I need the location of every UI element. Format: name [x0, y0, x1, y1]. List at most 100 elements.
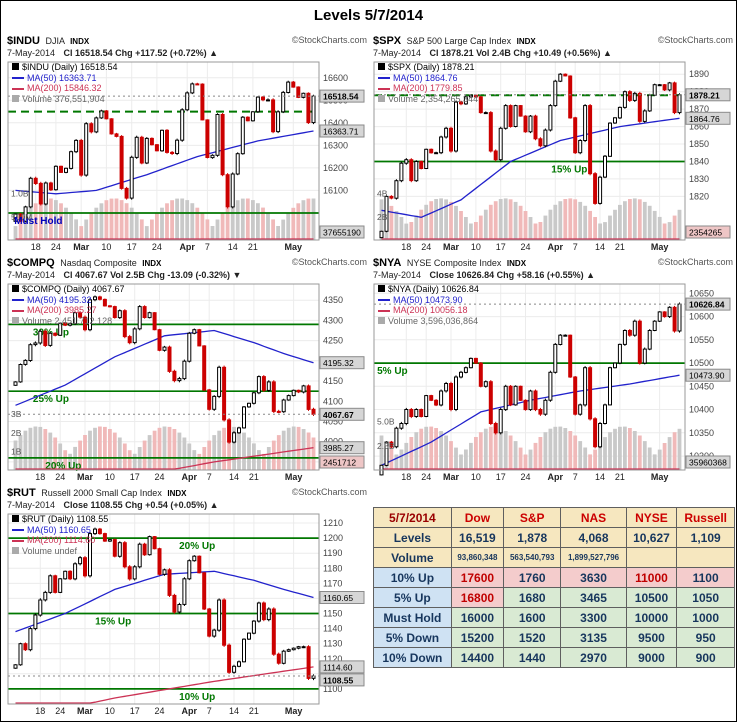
table-cell: 15200	[450, 627, 505, 648]
row-label: Levels	[373, 527, 452, 548]
table-cell: 16800	[450, 587, 505, 608]
table-cell: 9500	[625, 627, 678, 648]
levels-table-grid: 5/7/2014 Dow S&P NAS NYSE Russell Levels 16,519…	[373, 507, 735, 668]
chart-exchange-tag: INDX	[142, 259, 162, 268]
svg-text:10550: 10550	[689, 335, 714, 345]
svg-text:1140: 1140	[323, 624, 342, 634]
table-row: 5% Down 15200 1520 3135 9500 950	[373, 627, 735, 648]
svg-text:2451712: 2451712	[323, 458, 356, 468]
svg-text:10500: 10500	[689, 358, 714, 368]
chart-quote: Cl 16518.54 Chg +117.52 (+0.72%) ▲	[63, 48, 219, 58]
svg-text:1130: 1130	[323, 639, 342, 649]
svg-text:24: 24	[520, 472, 530, 482]
svg-text:1180: 1180	[323, 563, 342, 573]
chart-plot-rut: 1210120011901180117011601150114011301120…	[7, 512, 367, 717]
svg-text:2.5B: 2.5B	[377, 441, 395, 451]
table-cell: 1100	[676, 567, 735, 588]
chart-panel-spx: ©StockCharts.com $SPX S&P 500 Large Cap …	[373, 35, 733, 253]
page-title: Levels 5/7/2014	[313, 7, 424, 24]
table-col-header: Russell	[676, 507, 735, 528]
chart-plot-spx: 189018801870186018501840183018201824Mar1…	[373, 60, 733, 253]
svg-text:10% Up: 10% Up	[179, 692, 215, 703]
svg-text:1170: 1170	[323, 578, 342, 588]
svg-text:7: 7	[573, 472, 578, 482]
table-cell: 3630	[560, 567, 627, 588]
table-cell: 900	[676, 647, 735, 668]
svg-text:Mar: Mar	[77, 472, 94, 482]
svg-text:10: 10	[105, 706, 115, 716]
svg-text:1.0B: 1.0B	[11, 189, 29, 199]
svg-text:1820: 1820	[689, 191, 709, 201]
svg-text:10626.84: 10626.84	[689, 300, 725, 310]
svg-text:14: 14	[595, 472, 605, 482]
chart-copyright: ©StockCharts.com	[291, 257, 367, 267]
table-cell: 1,878	[503, 527, 562, 548]
svg-text:1150: 1150	[323, 609, 342, 619]
svg-text:4350: 4350	[323, 295, 343, 305]
svg-text:15% Up: 15% Up	[551, 165, 587, 176]
svg-text:Apr: Apr	[548, 472, 564, 482]
svg-text:1120: 1120	[323, 654, 342, 664]
svg-text:Mar: Mar	[443, 242, 460, 252]
svg-text:21: 21	[248, 242, 258, 252]
svg-text:16300: 16300	[323, 140, 348, 150]
svg-text:Apr: Apr	[179, 242, 195, 252]
svg-text:21: 21	[615, 242, 625, 252]
price-chart-svg: 1660016500164001630016200161001824Mar101…	[7, 61, 365, 252]
svg-text:1190: 1190	[323, 548, 342, 558]
svg-text:24: 24	[51, 242, 61, 252]
svg-text:4250: 4250	[323, 336, 343, 346]
svg-text:18: 18	[35, 472, 45, 482]
levels-table: 5/7/2014 Dow S&P NAS NYSE Russell Levels 16,519…	[373, 507, 735, 668]
table-row: 5% Up 16800 1680 3465 10500 1050	[373, 587, 735, 608]
table-cell: 563,540,793	[503, 547, 562, 568]
svg-text:10650: 10650	[689, 288, 714, 298]
table-cell: 3135	[560, 627, 627, 648]
svg-text:5% Up: 5% Up	[377, 366, 408, 377]
table-cell: 10,627	[625, 527, 678, 548]
svg-text:10450: 10450	[689, 381, 714, 391]
svg-text:10: 10	[471, 242, 481, 252]
svg-text:17: 17	[496, 472, 506, 482]
chart-copyright: ©StockCharts.com	[291, 487, 367, 497]
svg-text:16400: 16400	[323, 118, 348, 128]
row-label: 5% Up	[373, 587, 452, 608]
chart-plot-indu: 1660016500164001630016200161001824Mar101…	[7, 60, 367, 253]
chart-exchange-tag: INDX	[516, 37, 536, 46]
svg-text:7: 7	[205, 242, 210, 252]
table-row: Levels 16,519 1,878 4,068 10,627 1,109	[373, 527, 735, 548]
table-cell: 1050	[676, 587, 735, 608]
svg-text:Apr: Apr	[548, 242, 564, 252]
chart-plot-nya: 1065010600105501050010450104001035010300…	[373, 282, 733, 483]
table-cell: 950	[676, 627, 735, 648]
table-row: 10% Down 14400 1440 2970 9000 900	[373, 647, 735, 668]
table-col-header: S&P	[503, 507, 562, 528]
svg-text:24: 24	[55, 706, 65, 716]
svg-text:May: May	[285, 706, 303, 716]
svg-text:14: 14	[229, 472, 239, 482]
table-header-row: 5/7/2014 Dow S&P NAS NYSE Russell	[373, 507, 735, 528]
svg-text:18: 18	[35, 706, 45, 716]
table-cell: 17600	[450, 567, 505, 588]
svg-text:21: 21	[249, 706, 259, 716]
chart-date: 7-May-2014	[7, 500, 56, 510]
svg-text:17: 17	[127, 242, 137, 252]
chart-date: 7-May-2014	[373, 48, 422, 58]
svg-text:1864.76: 1864.76	[689, 114, 720, 124]
svg-text:Mar: Mar	[77, 706, 94, 716]
table-cell: 1440	[503, 647, 562, 668]
row-label: Volume	[373, 547, 452, 568]
chart-copyright: ©StockCharts.com	[657, 35, 733, 45]
table-cell: 1600	[503, 607, 562, 628]
row-label: 10% Down	[373, 647, 452, 668]
table-cell: 1000	[676, 607, 735, 628]
svg-text:4195.32: 4195.32	[323, 358, 354, 368]
table-cell: 10000	[625, 607, 678, 628]
chart-name: S&P 500 Large Cap Index	[406, 36, 512, 46]
chart-panel-rut: ©StockCharts.com $RUT Russell 2000 Small…	[7, 487, 367, 717]
table-col-header: NAS	[560, 507, 627, 528]
svg-text:May: May	[285, 472, 303, 482]
chart-name: DJIA	[45, 36, 65, 46]
svg-text:24: 24	[520, 242, 530, 252]
svg-text:17: 17	[130, 706, 140, 716]
